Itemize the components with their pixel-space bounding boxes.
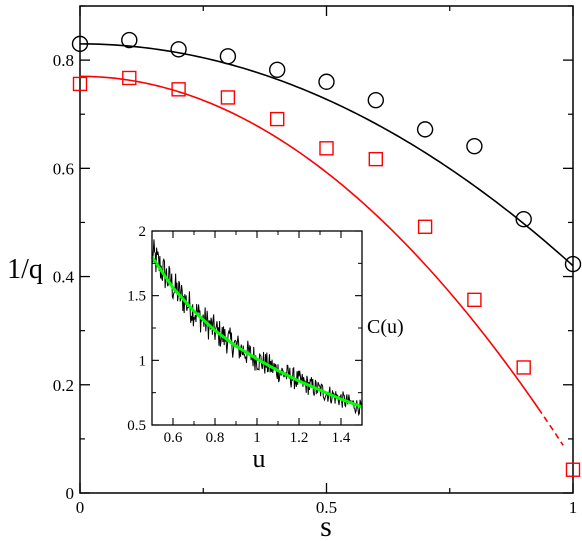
- data-point-circle: [71, 35, 89, 53]
- inset-y-ticks: 0.5 1 1.5 2: [127, 224, 362, 434]
- data-point-square: [417, 219, 433, 234]
- data-point-circle: [515, 210, 532, 228]
- main-y-tick-label: 0.8: [53, 51, 74, 70]
- inset-x-tick-label: 1: [253, 430, 261, 446]
- main-y-tick-label: 0.2: [53, 376, 74, 395]
- inset-plot: 0.6 0.8 1 1.2 1.4 0.5 1 1.5 2 u C(u): [127, 224, 403, 473]
- inset-x-tick-label: 0.8: [206, 430, 225, 446]
- data-point-square: [319, 141, 334, 156]
- data-point-square: [516, 360, 531, 375]
- data-point-circle: [318, 73, 335, 90]
- main-y-ticks: 0 0.2 0.4 0.6 0.8: [53, 5, 573, 503]
- fit-curve-red-extrapolation: [537, 408, 564, 446]
- main-fit-curves: [79, 43, 574, 446]
- fit-curve-black: [79, 43, 574, 267]
- data-point-circle: [367, 91, 384, 109]
- inset-x-tick-label: 1.2: [290, 430, 309, 446]
- main-y-axis-label: 1/q: [7, 254, 43, 285]
- main-y-tick-label: 0: [66, 484, 75, 503]
- main-x-tick-label: 1: [569, 498, 578, 517]
- main-x-tick-label: 0.5: [316, 498, 337, 517]
- inset-fit-line: [150, 256, 363, 409]
- inset-y-tick-label: 0.5: [127, 418, 146, 434]
- main-x-tick-label: 0: [76, 498, 85, 517]
- main-markers: [71, 31, 582, 477]
- inset-y-axis-label: C(u): [367, 316, 404, 338]
- data-point-square: [368, 151, 383, 167]
- data-point-square: [467, 292, 482, 308]
- data-point-square: [220, 90, 236, 105]
- data-point-circle: [269, 61, 286, 79]
- inset-y-tick-label: 1.5: [127, 289, 146, 305]
- data-point-circle: [466, 137, 483, 155]
- data-point-circle: [564, 255, 582, 273]
- main-x-ticks: 0 0.5 1: [76, 6, 578, 517]
- data-point-square: [171, 82, 186, 97]
- main-plot: 0 0.5 1 00.20.40.60.8 s 1/q: [7, 5, 582, 541]
- main-y-tick-label: 0.4: [53, 268, 75, 287]
- data-point-square: [565, 462, 581, 477]
- main-x-axis-label: s: [320, 510, 332, 541]
- data-point-circle: [416, 121, 434, 138]
- main-y-tick-label: 0.6: [53, 159, 74, 178]
- data-point-square: [72, 76, 88, 92]
- fit-curve-red: [79, 75, 540, 410]
- inset-x-ticks: 0.6 0.8 1 1.2 1.4: [164, 231, 363, 446]
- inset-x-axis-label: u: [253, 444, 266, 473]
- inset-x-tick-label: 0.6: [164, 430, 183, 446]
- data-point-square: [122, 70, 137, 86]
- inset-y-tick-label: 1: [139, 353, 147, 369]
- data-point-square: [270, 111, 285, 127]
- data-point-circle: [219, 48, 237, 65]
- data-point-circle: [170, 41, 187, 58]
- data-point-circle: [121, 31, 138, 49]
- inset-x-tick-label: 1.4: [332, 430, 351, 446]
- inset-y-tick-label: 2: [139, 224, 147, 240]
- inset-series: [150, 239, 363, 417]
